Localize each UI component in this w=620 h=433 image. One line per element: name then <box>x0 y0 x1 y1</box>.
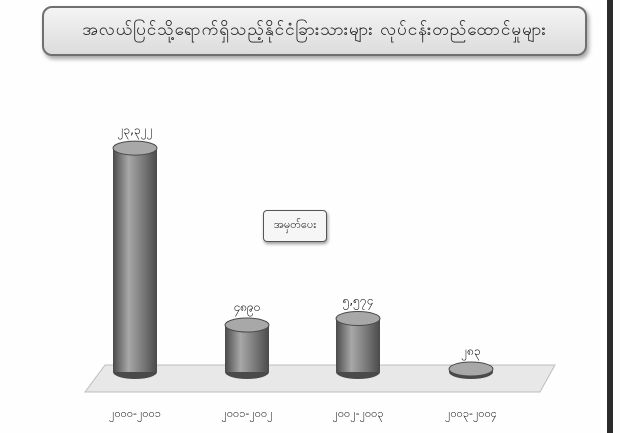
bar-top <box>335 310 381 326</box>
chart-title-box: အလယ်ပြင်သို့ရောက်ရှိသည့်နိုင်ငံခြားသားမျ… <box>42 6 587 56</box>
page-edge-rule <box>607 0 613 433</box>
legend-entry: အမှတ်ပေး <box>273 218 317 231</box>
x-tick-label: ၂၀၀၃-၂၀၀၄ <box>445 407 497 422</box>
chart-legend: အမှတ်ပေး <box>263 210 327 242</box>
x-tick-label: ၂၀၀၂-၂၀၀၃ <box>332 407 383 422</box>
x-tick-label: ၂၀၀၁-၂၀၀၂ <box>221 407 272 422</box>
bar <box>335 310 381 379</box>
bar <box>112 140 158 379</box>
data-label: ၄၈၉၀ <box>233 300 260 317</box>
x-tick-label: ၂၀၀၀-၂၀၀၁ <box>109 407 161 422</box>
data-label: ၂၈၃ <box>461 344 481 361</box>
bar-body <box>336 318 380 372</box>
bar <box>224 317 270 379</box>
bar-body <box>113 148 157 372</box>
data-label: ၂၃,၃၂၂ <box>118 123 153 140</box>
bar-top <box>224 317 270 333</box>
chart-title: အလယ်ပြင်သို့ရောက်ရှိသည့်နိုင်ငံခြားသားမျ… <box>82 19 547 40</box>
chart-floor <box>84 364 556 393</box>
bar <box>448 361 494 379</box>
data-label: ၅,၅၇၄ <box>343 293 374 310</box>
bar-top <box>448 361 494 377</box>
bar-top <box>112 140 158 156</box>
bar-body <box>225 325 269 372</box>
